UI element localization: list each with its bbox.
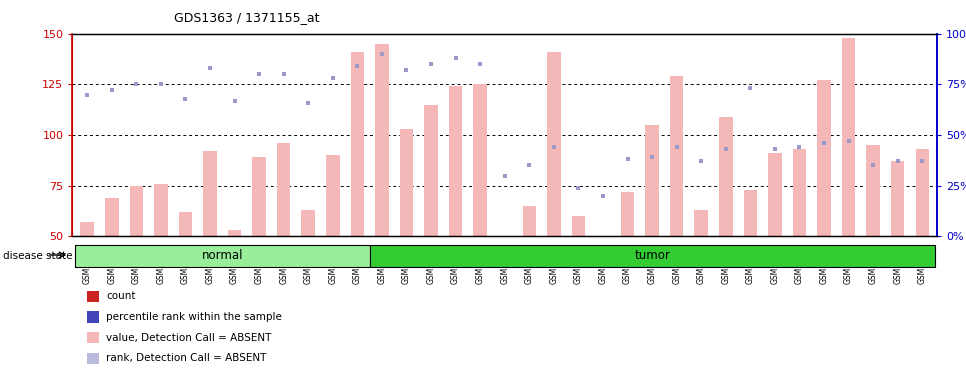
Bar xyxy=(841,38,855,236)
Text: rank, Detection Call = ABSENT: rank, Detection Call = ABSENT xyxy=(106,353,267,363)
Bar xyxy=(719,117,732,236)
Text: value, Detection Call = ABSENT: value, Detection Call = ABSENT xyxy=(106,333,271,342)
Bar xyxy=(473,84,487,236)
Bar xyxy=(179,212,192,236)
Text: tumor: tumor xyxy=(634,249,670,262)
Bar xyxy=(695,210,708,236)
Bar xyxy=(867,145,880,236)
Text: percentile rank within the sample: percentile rank within the sample xyxy=(106,312,282,322)
Bar xyxy=(817,80,831,236)
Text: GDS1363 / 1371155_at: GDS1363 / 1371155_at xyxy=(174,11,320,24)
Bar xyxy=(891,161,904,236)
Bar xyxy=(203,151,216,236)
Bar xyxy=(129,186,143,236)
Bar xyxy=(768,153,781,236)
Text: count: count xyxy=(106,291,136,301)
Bar xyxy=(744,190,757,236)
Bar xyxy=(252,157,266,236)
Bar xyxy=(370,245,934,267)
Text: disease state: disease state xyxy=(3,251,72,261)
Bar xyxy=(547,52,560,236)
Bar xyxy=(351,52,364,236)
Bar xyxy=(375,44,388,236)
Bar xyxy=(277,143,291,236)
Bar xyxy=(916,149,929,236)
Text: normal: normal xyxy=(202,249,243,262)
Bar xyxy=(228,230,242,236)
Bar xyxy=(793,149,807,236)
Bar xyxy=(645,125,659,236)
Bar xyxy=(572,216,585,236)
Bar xyxy=(621,192,635,236)
Bar xyxy=(105,198,119,236)
Bar xyxy=(327,155,340,236)
Bar xyxy=(301,210,315,236)
Bar xyxy=(75,245,370,267)
Bar xyxy=(400,129,413,236)
Bar xyxy=(523,206,536,236)
Bar xyxy=(80,222,94,236)
Bar xyxy=(669,76,683,236)
Bar xyxy=(449,86,463,236)
Bar xyxy=(424,105,438,236)
Bar xyxy=(155,184,168,236)
